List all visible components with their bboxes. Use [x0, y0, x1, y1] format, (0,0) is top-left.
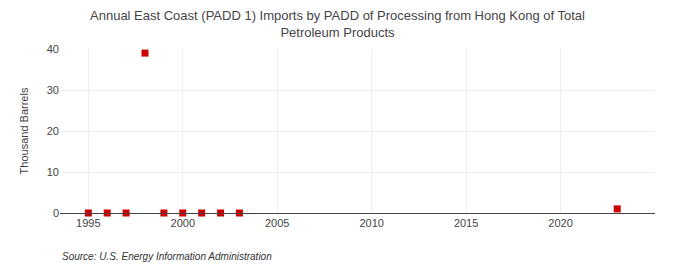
- svg-text:Annual East Coast (PADD 1) Imp: Annual East Coast (PADD 1) Imports by PA…: [90, 8, 585, 40]
- svg-text:Source: U.S. Energy Informatio: Source: U.S. Energy Information Administ…: [62, 251, 272, 262]
- svg-text:0: 0: [53, 207, 59, 219]
- svg-text:1995: 1995: [76, 217, 100, 229]
- svg-text:2015: 2015: [454, 217, 478, 229]
- svg-text:20: 20: [47, 125, 59, 137]
- svg-text:10: 10: [47, 166, 59, 178]
- svg-text:30: 30: [47, 84, 59, 96]
- svg-text:2005: 2005: [265, 217, 289, 229]
- svg-text:Thousand Barrels: Thousand Barrels: [18, 87, 30, 174]
- svg-text:40: 40: [47, 43, 59, 55]
- svg-text:2000: 2000: [171, 217, 195, 229]
- svg-text:2010: 2010: [359, 217, 383, 229]
- svg-text:2020: 2020: [548, 217, 572, 229]
